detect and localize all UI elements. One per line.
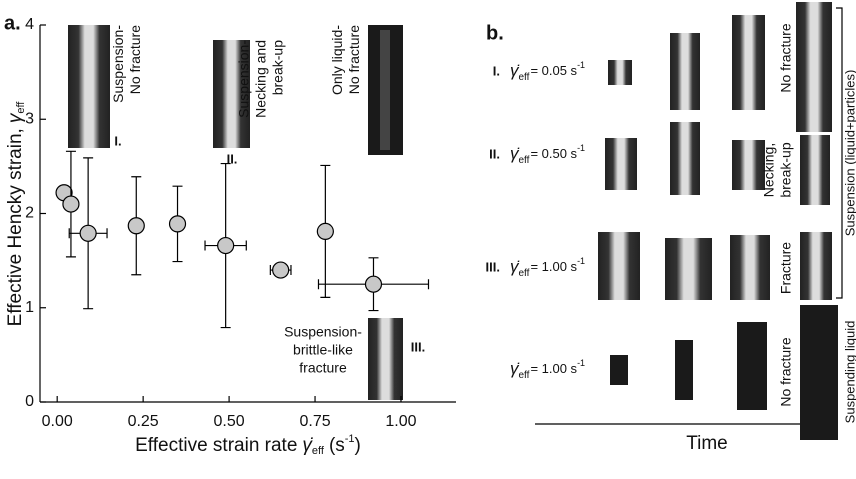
text-part: eff: [15, 101, 27, 114]
inset-numeral: I.: [114, 133, 121, 148]
image: [796, 2, 832, 132]
image: [800, 305, 838, 440]
point: [316, 222, 334, 241]
text-part: γ̇: [302, 435, 313, 456]
image: [670, 33, 700, 110]
rate-label: γ̇eff= 0.05 s-1: [510, 60, 585, 82]
image: [665, 238, 712, 300]
image: [610, 355, 628, 385]
text-part: = 1.00 s: [530, 361, 577, 376]
y-tick-label: 3: [25, 110, 34, 127]
inset-label: brittle-like: [293, 342, 353, 358]
text-part: -1: [577, 60, 585, 70]
outcome-label: Fracture: [778, 242, 794, 294]
panel-label: b.: [486, 22, 504, 44]
image: [605, 138, 637, 190]
text-part: -1: [577, 256, 585, 266]
inset-numeral: III.: [411, 339, 425, 354]
point: [127, 217, 145, 235]
inset-numeral: II.: [227, 151, 238, 166]
x-axis-label: Effective strain rate γ̇eff (s-1): [135, 433, 361, 457]
text-part: eff: [519, 370, 530, 381]
y-tick-label: 1: [25, 299, 34, 316]
outcome-label: break-up: [778, 142, 794, 197]
text-part: (s: [329, 435, 345, 456]
inset-label: No fracture: [346, 25, 362, 94]
text-part: = 0.05 s: [530, 63, 577, 78]
text-part: Effective Hencky strain,: [5, 128, 26, 326]
inset-label: No fracture: [127, 25, 143, 94]
point: [364, 275, 383, 293]
rate-label: γ̇eff= 1.00 s-1: [510, 358, 585, 380]
y-axis-label: Effective Hencky strain, γeff: [5, 101, 27, 327]
text-part: eff: [312, 445, 325, 457]
outcome-label: No fracture: [778, 337, 794, 406]
x-tick-label: 1.00: [385, 413, 416, 430]
group-label: Suspending liquid: [842, 321, 856, 424]
text-part: -1: [577, 358, 585, 368]
image: [598, 232, 640, 300]
rate-label: γ̇eff= 0.50 s-1: [510, 143, 585, 165]
image: [368, 318, 403, 400]
text-part: -1: [345, 433, 355, 445]
bracket: [836, 7, 843, 299]
y-tick-label: 0: [25, 393, 34, 410]
row-numeral: I.: [493, 63, 500, 78]
outcome-label: Necking,: [761, 143, 777, 197]
point: [79, 224, 97, 242]
text-part: ): [355, 435, 361, 456]
rate-label: γ̇eff= 1.00 s-1: [510, 256, 585, 278]
image: [800, 232, 832, 300]
text-part: γ̇: [510, 359, 520, 378]
inset-label: Necking and: [253, 40, 269, 118]
image: [608, 60, 632, 85]
text-part: eff: [519, 72, 530, 83]
image: [737, 322, 767, 410]
image: [675, 340, 693, 400]
text-part: = 0.50 s: [530, 146, 577, 161]
text-part: Effective strain rate: [135, 435, 297, 456]
image: [800, 135, 830, 205]
point: [217, 236, 235, 255]
group-label: Suspension (liquid+particles): [842, 70, 856, 237]
inset-label: break-up: [270, 40, 286, 95]
text-part: γ̇: [510, 257, 520, 276]
row-numeral: III.: [486, 259, 500, 274]
image: [730, 235, 770, 300]
point: [168, 215, 187, 233]
text-part: γ̇: [510, 61, 520, 80]
panel-label: a.: [4, 12, 21, 34]
y-tick-label: 4: [25, 16, 34, 33]
image: [670, 122, 700, 195]
y-tick-label: 2: [25, 205, 34, 222]
x-tick-label: 0.25: [128, 413, 159, 430]
image: [732, 140, 765, 190]
text-part: eff: [519, 155, 530, 166]
image: [213, 40, 250, 148]
outcome-label: No fracture: [778, 23, 794, 92]
inset-label: Suspension-: [284, 324, 362, 340]
inset-label: Suspension-: [110, 25, 126, 103]
text-part: γ̇: [510, 144, 520, 163]
row-numeral: II.: [489, 146, 500, 161]
point: [272, 261, 290, 279]
x-tick-label: 0.50: [214, 413, 245, 430]
point: [62, 195, 80, 213]
image: [380, 30, 390, 150]
inset-label: Suspension-: [236, 40, 252, 118]
inset-label: fracture: [299, 360, 347, 376]
image: [68, 25, 110, 148]
x-tick-label: 0.75: [299, 413, 330, 430]
text-part: -1: [577, 143, 585, 153]
text-part: γ: [5, 112, 26, 123]
text-part: = 1.00 s: [530, 259, 577, 274]
text-part: eff: [519, 268, 530, 279]
x-tick-label: 0.00: [42, 413, 73, 430]
inset-label: Only liquid-: [329, 25, 345, 95]
time-label: Time: [686, 433, 728, 454]
image: [732, 15, 765, 110]
